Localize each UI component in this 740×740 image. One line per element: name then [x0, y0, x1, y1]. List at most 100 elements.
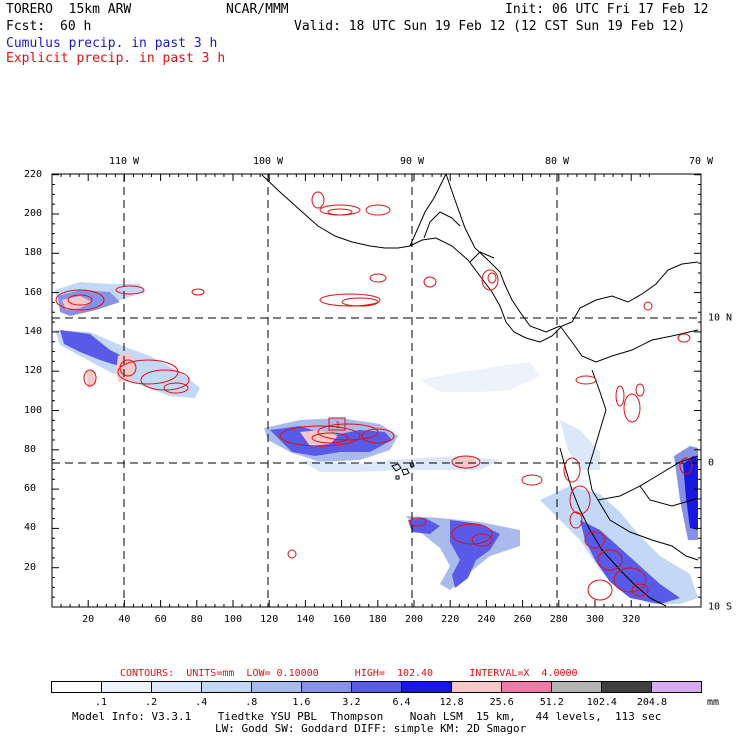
legend-swatch — [502, 682, 552, 692]
galapagos-2 — [401, 468, 410, 476]
peru-coast — [559, 447, 667, 607]
legend-swatch — [652, 682, 701, 692]
precip-area — [60, 330, 130, 368]
legend-swatch — [52, 682, 102, 692]
high-value-marker — [328, 417, 346, 431]
legend-swatch — [102, 682, 152, 692]
precip-contour — [163, 382, 189, 394]
high-value-label: 1 — [335, 421, 340, 431]
precip-contour — [67, 294, 93, 306]
precip-contour — [369, 273, 387, 283]
lat-lon-gridlines — [52, 174, 701, 607]
y-tick-label: 160 — [24, 286, 43, 298]
precip-contour — [311, 191, 325, 209]
y-tick-label: 220 — [24, 168, 43, 180]
ecuador-border — [587, 369, 699, 501]
precip-contour — [481, 269, 499, 291]
color-legend — [51, 681, 702, 693]
x-tick-label: 220 — [441, 614, 460, 625]
x-tick-label: 20 — [82, 614, 95, 625]
y-tick-label: 60 — [24, 483, 37, 495]
precip-contour — [311, 432, 349, 444]
galapagos-1 — [391, 463, 402, 472]
x-tick-label: 200 — [404, 614, 424, 625]
precip-contour — [191, 288, 205, 296]
precip-contour — [409, 517, 427, 527]
x-tick-label: 260 — [513, 614, 532, 625]
y-tick-label: 200 — [24, 208, 43, 219]
legend-level: 1.6 — [292, 697, 311, 708]
legend-level: 12.8 — [439, 697, 464, 708]
explicit-field-title: Explicit precip. in past 3 h — [6, 51, 226, 66]
legend-unit: mm — [707, 697, 720, 708]
precip-area — [62, 296, 92, 310]
init-time: Init: 06 UTC Fri 17 Feb 12 — [505, 2, 709, 17]
precip-contour — [115, 285, 145, 295]
valid-time: Valid: 18 UTC Sun 19 Feb 12 (12 CST Sun … — [294, 19, 686, 34]
precip-contour — [584, 531, 606, 549]
precip-contour — [613, 567, 647, 593]
brazil-border — [639, 485, 699, 507]
x-tick-label: 300 — [585, 614, 605, 625]
axis-ticks — [51, 174, 701, 608]
model-info: Model Info: V3.3.1 Tiedtke YSU PBL Thomp… — [72, 710, 662, 723]
precip-contour — [451, 455, 481, 469]
forecast-label: Fcst: — [6, 19, 46, 34]
legend-level: 6.4 — [392, 697, 411, 708]
legend-level: .8 — [245, 697, 258, 708]
legend-swatch — [452, 682, 502, 692]
x-tick-label: 280 — [549, 614, 568, 625]
physics-info: LW: Godd SW: Goddard DIFF: simple KM: 2D… — [215, 722, 527, 735]
y-tick-label: 120 — [24, 365, 43, 377]
precip-contour — [317, 423, 379, 441]
y-tick-label: 100 — [24, 404, 43, 416]
legend-swatch — [552, 682, 602, 692]
galapagos-4 — [395, 475, 400, 480]
precip-contour — [679, 457, 693, 475]
precip-contour — [319, 293, 381, 307]
legend-level: 3.2 — [342, 697, 361, 708]
precip-contour — [635, 383, 645, 397]
legend-swatch — [152, 682, 202, 692]
precip-contour — [279, 425, 361, 447]
forecast-hour: 60 h — [60, 19, 92, 34]
colombia-border — [559, 325, 699, 363]
legend-level: .2 — [145, 697, 158, 708]
precip-contour — [623, 393, 641, 423]
longitude-label: 70 W — [688, 156, 714, 167]
x-tick-label: 40 — [118, 614, 131, 625]
model-title: TORERO 15km ARW — [6, 2, 132, 17]
x-tick-label: 100 — [223, 614, 243, 625]
precip-area — [300, 456, 500, 472]
precip-area — [540, 486, 698, 604]
precip-contour — [327, 208, 353, 216]
explicit-precip-contours — [55, 191, 693, 601]
precip-contour — [569, 511, 583, 529]
precip-area — [86, 370, 96, 388]
precip-contour — [119, 359, 137, 377]
precip-area — [300, 430, 338, 446]
x-tick-label: 240 — [477, 614, 496, 625]
precip-contour — [319, 204, 361, 216]
coastline-layer — [261, 173, 699, 607]
precip-contour — [451, 523, 493, 545]
legend-swatch — [602, 682, 652, 692]
y-tick-label: 140 — [24, 325, 43, 337]
precip-contour — [615, 385, 625, 407]
precip-fill-layer — [55, 282, 698, 604]
precip-area — [450, 520, 500, 588]
precip-contour — [587, 579, 613, 601]
country-border-1 — [423, 211, 461, 239]
legend-level: 51.2 — [539, 697, 564, 708]
legend-swatch — [252, 682, 302, 692]
x-tick-label: 180 — [368, 614, 387, 625]
longitude-label: 110 W — [108, 156, 140, 167]
legend-level: .4 — [195, 697, 208, 708]
precip-contour — [83, 369, 97, 387]
peru-border — [597, 499, 699, 561]
precip-area — [455, 456, 478, 468]
precip-contour — [643, 301, 653, 311]
precip-contour — [365, 204, 391, 216]
south-america-coast — [571, 261, 699, 323]
